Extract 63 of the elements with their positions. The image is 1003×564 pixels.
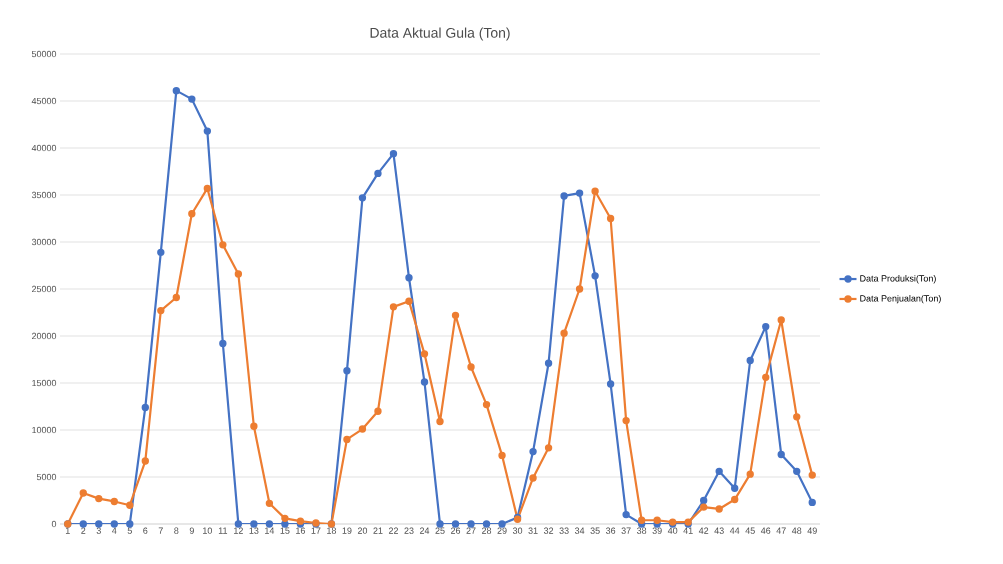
x-tick-label: 27 bbox=[466, 527, 476, 534]
y-tick-label: 30000 bbox=[31, 238, 57, 246]
x-tick-label: 40 bbox=[667, 527, 678, 534]
x-tick-label: 16 bbox=[296, 527, 305, 534]
x-tick-label: 22 bbox=[388, 527, 398, 534]
y-tick-label: 20000 bbox=[32, 332, 57, 340]
x-tick-label: 14 bbox=[265, 527, 275, 534]
x-tick-label: 42 bbox=[698, 527, 709, 534]
x-tick-label: 30 bbox=[512, 527, 523, 534]
x-tick-label: 36 bbox=[605, 527, 616, 534]
x-tick-label: 11 bbox=[218, 527, 228, 534]
x-tick-label: 19 bbox=[342, 527, 352, 534]
x-tick-label: 4 bbox=[112, 527, 117, 534]
x-tick-label: 28 bbox=[482, 527, 492, 534]
x-tick-label: 5 bbox=[127, 527, 132, 534]
y-tick-label: 45000 bbox=[31, 97, 57, 105]
x-tick-label: 46 bbox=[760, 527, 771, 534]
x-tick-label: 35 bbox=[590, 527, 600, 534]
y-tick-label: 40000 bbox=[31, 144, 57, 152]
x-tick-label: 17 bbox=[311, 527, 321, 534]
x-tick-label: 37 bbox=[621, 527, 631, 534]
x-tick-label: 38 bbox=[636, 527, 647, 534]
y-tick-label: 10000 bbox=[32, 426, 57, 434]
x-tick-label: 21 bbox=[373, 527, 383, 534]
x-tick-label: 12 bbox=[234, 527, 243, 534]
x-tick-label: 13 bbox=[249, 527, 259, 534]
x-tick-label: 26 bbox=[450, 527, 461, 534]
x-tick-label: 31 bbox=[528, 527, 538, 534]
legend-label: Data Penjualan(Ton) bbox=[860, 294, 941, 304]
x-tick-label: 8 bbox=[174, 527, 179, 534]
x-tick-label: 48 bbox=[791, 527, 802, 534]
x-tick-label: 29 bbox=[497, 527, 507, 534]
x-tick-label: 10 bbox=[203, 527, 212, 534]
x-tick-label: 9 bbox=[189, 527, 194, 534]
x-tick-label: 3 bbox=[96, 527, 101, 534]
x-tick-label: 33 bbox=[559, 527, 569, 534]
x-tick-label: 7 bbox=[158, 527, 163, 534]
y-tick-label: 50000 bbox=[31, 50, 57, 58]
x-tick-label: 32 bbox=[543, 527, 554, 534]
x-tick-label: 18 bbox=[327, 527, 337, 534]
x-tick-label: 25 bbox=[435, 527, 445, 534]
y-tick-label: 25000 bbox=[32, 285, 57, 293]
y-tick-label: 0 bbox=[51, 520, 57, 528]
x-tick-label: 41 bbox=[683, 527, 693, 534]
x-tick-label: 44 bbox=[729, 527, 740, 534]
y-tick-label: 15000 bbox=[32, 379, 57, 387]
x-tick-label: 15 bbox=[280, 527, 290, 534]
x-tick-label: 39 bbox=[652, 527, 662, 534]
x-tick-label: 20 bbox=[357, 527, 368, 534]
x-tick-label: 24 bbox=[419, 527, 430, 534]
chart-title: Data Aktual Gula (Ton) bbox=[370, 27, 510, 41]
x-tick-label: 45 bbox=[745, 527, 755, 534]
x-tick-label: 43 bbox=[714, 527, 724, 534]
y-tick-label: 35000 bbox=[31, 191, 57, 199]
x-tick-label: 23 bbox=[404, 527, 414, 534]
x-tick-label: 1 bbox=[65, 527, 70, 534]
y-tick-label: 5000 bbox=[36, 473, 57, 481]
x-tick-label: 6 bbox=[143, 527, 148, 534]
x-tick-label: 2 bbox=[81, 527, 86, 534]
x-tick-label: 47 bbox=[776, 527, 786, 534]
legend-label: Data Produksi(Ton) bbox=[860, 275, 936, 284]
x-tick-label: 49 bbox=[807, 527, 817, 534]
x-tick-label: 34 bbox=[574, 527, 585, 534]
